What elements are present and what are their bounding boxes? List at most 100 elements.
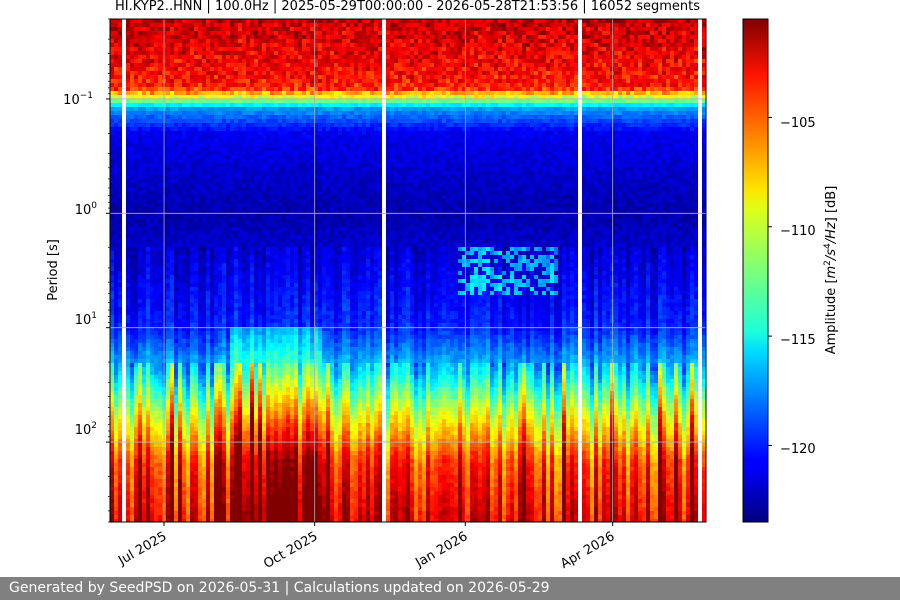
heatmap-cell [242, 187, 247, 192]
heatmap-cell [118, 459, 123, 464]
heatmap-cell [242, 63, 247, 68]
heatmap-cell [158, 111, 163, 116]
heatmap-cell [194, 235, 199, 240]
heatmap-cell [142, 235, 147, 240]
heatmap-cell [258, 287, 263, 292]
heatmap-cell [214, 359, 219, 364]
heatmap-cell [206, 231, 211, 236]
heatmap-cell [246, 291, 251, 296]
heatmap-cell [230, 123, 235, 128]
heatmap-cell [194, 127, 199, 132]
heatmap-cell [198, 447, 203, 452]
heatmap-cell [130, 519, 135, 524]
heatmap-cell [190, 339, 195, 344]
heatmap-cell [254, 47, 259, 52]
heatmap-cell [258, 147, 263, 152]
heatmap-cell [178, 479, 183, 484]
heatmap-cell [190, 271, 195, 276]
heatmap-cell [266, 103, 271, 108]
heatmap-cell [222, 363, 227, 368]
heatmap-cell [234, 299, 239, 304]
heatmap-cell [166, 487, 171, 492]
heatmap-cell [242, 151, 247, 156]
heatmap-cell [214, 107, 219, 112]
heatmap-cell [178, 359, 183, 364]
heatmap-cell [166, 187, 171, 192]
heatmap-cell [122, 511, 127, 516]
heatmap-cell [198, 151, 203, 156]
heatmap-cell [242, 415, 247, 420]
heatmap-cell [194, 251, 199, 256]
heatmap-cell [114, 375, 119, 380]
heatmap-cell [266, 323, 271, 328]
heatmap-cell [134, 375, 139, 380]
heatmap-cell [202, 51, 207, 56]
heatmap-cell [142, 443, 147, 448]
heatmap-cell [258, 483, 263, 488]
heatmap-cell [178, 227, 183, 232]
heatmap-cell [266, 163, 271, 168]
heatmap-cell [110, 99, 115, 104]
heatmap-cell [250, 183, 255, 188]
heatmap-cell [138, 467, 143, 472]
heatmap-cell [258, 247, 263, 252]
heatmap-cell [198, 487, 203, 492]
heatmap-cell [250, 463, 255, 468]
heatmap-cell [134, 163, 139, 168]
heatmap-cell [186, 279, 191, 284]
heatmap-cell [174, 311, 179, 316]
heatmap-cell [130, 431, 135, 436]
heatmap-cell [238, 19, 243, 24]
heatmap-cell [230, 507, 235, 512]
heatmap-cell [146, 187, 151, 192]
heatmap-cell [266, 147, 271, 152]
heatmap-cell [150, 59, 155, 64]
heatmap-cell [238, 463, 243, 468]
heatmap-cell [194, 143, 199, 148]
heatmap-cell [230, 199, 235, 204]
heatmap-cell [166, 495, 171, 500]
heatmap-cell [134, 463, 139, 468]
heatmap-cell [130, 79, 135, 84]
heatmap-cell [118, 343, 123, 348]
heatmap-cell [174, 515, 179, 520]
heatmap-cell [230, 351, 235, 356]
heatmap-cell [234, 115, 239, 120]
heatmap-cell [214, 487, 219, 492]
heatmap-cell [158, 127, 163, 132]
heatmap-cell [110, 47, 115, 52]
heatmap-cell [110, 495, 115, 500]
heatmap-cell [158, 319, 163, 324]
heatmap-cell [130, 359, 135, 364]
heatmap-cell [238, 79, 243, 84]
heatmap-cell [198, 51, 203, 56]
heatmap-cell [142, 147, 147, 152]
heatmap-cell [198, 315, 203, 320]
heatmap-cell [166, 295, 171, 300]
heatmap-cell [138, 439, 143, 444]
heatmap-cell [226, 255, 231, 260]
heatmap-cell [134, 499, 139, 504]
heatmap-cell [138, 263, 143, 268]
heatmap-cell [254, 487, 259, 492]
heatmap-cell [142, 91, 147, 96]
heatmap-cell [194, 371, 199, 376]
heatmap-cell [238, 459, 243, 464]
heatmap-cell [178, 371, 183, 376]
heatmap-cell [210, 311, 215, 316]
heatmap-cell [190, 371, 195, 376]
heatmap-cell [138, 163, 143, 168]
heatmap-cell [194, 399, 199, 404]
heatmap-cell [198, 275, 203, 280]
heatmap-cell [142, 47, 147, 52]
heatmap-cell [178, 263, 183, 268]
heatmap-cell [186, 375, 191, 380]
heatmap-cell [186, 55, 191, 60]
heatmap-cell [250, 75, 255, 80]
heatmap-cell [210, 111, 215, 116]
heatmap-cell [146, 43, 151, 48]
heatmap-cell [118, 183, 123, 188]
heatmap-cell [118, 419, 123, 424]
heatmap-cell [238, 231, 243, 236]
heatmap-cell [266, 315, 271, 320]
